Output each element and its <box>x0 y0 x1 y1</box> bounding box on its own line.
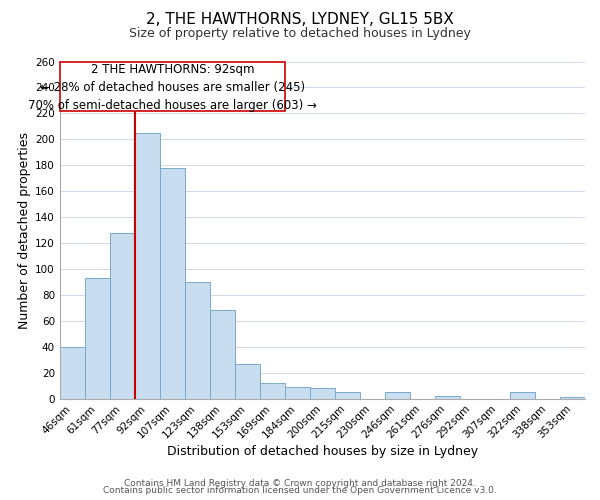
Bar <box>285 387 310 398</box>
Bar <box>385 392 410 398</box>
Bar <box>110 232 135 398</box>
Bar <box>160 168 185 398</box>
X-axis label: Distribution of detached houses by size in Lydney: Distribution of detached houses by size … <box>167 444 478 458</box>
Bar <box>335 392 360 398</box>
Bar <box>310 388 335 398</box>
Bar <box>235 364 260 398</box>
Text: Contains public sector information licensed under the Open Government Licence v3: Contains public sector information licen… <box>103 486 497 495</box>
Bar <box>60 347 85 399</box>
Bar <box>85 278 110 398</box>
Text: 2, THE HAWTHORNS, LYDNEY, GL15 5BX: 2, THE HAWTHORNS, LYDNEY, GL15 5BX <box>146 12 454 28</box>
Bar <box>260 383 285 398</box>
Bar <box>435 396 460 398</box>
Text: Size of property relative to detached houses in Lydney: Size of property relative to detached ho… <box>129 28 471 40</box>
Bar <box>210 310 235 398</box>
Text: 2 THE HAWTHORNS: 92sqm
← 28% of detached houses are smaller (245)
70% of semi-de: 2 THE HAWTHORNS: 92sqm ← 28% of detached… <box>28 63 317 112</box>
Text: Contains HM Land Registry data © Crown copyright and database right 2024.: Contains HM Land Registry data © Crown c… <box>124 478 476 488</box>
Bar <box>510 392 535 398</box>
Y-axis label: Number of detached properties: Number of detached properties <box>18 132 31 328</box>
Bar <box>135 133 160 398</box>
FancyBboxPatch shape <box>60 62 285 111</box>
Bar <box>185 282 210 399</box>
